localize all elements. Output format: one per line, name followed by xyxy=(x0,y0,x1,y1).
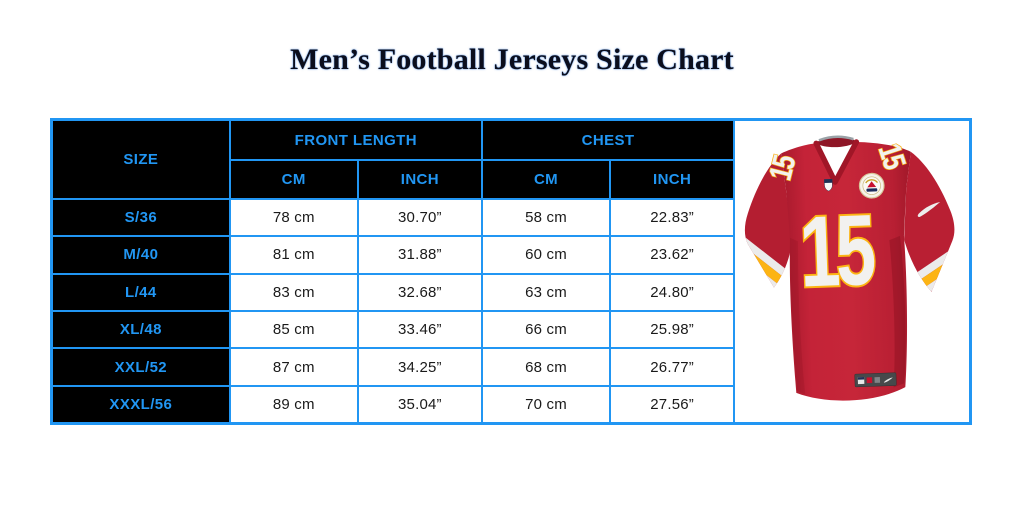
svg-text:15: 15 xyxy=(798,193,877,308)
size-chart-table: SIZE FRONT LENGTH CHEST xyxy=(50,118,972,425)
size-cell: XXXL/56 xyxy=(50,384,231,425)
nike-swoosh-icon xyxy=(917,201,941,218)
size-cell: L/44 xyxy=(50,272,231,312)
chest-cm-cell: 70 cm xyxy=(480,384,612,425)
table-row: XXL/52 87 cm 34.25” 68 cm 26.77” xyxy=(50,347,971,387)
header-chest-inch: INCH xyxy=(609,159,736,200)
front-inch-cell: 32.68” xyxy=(356,272,483,312)
front-cm-cell: 87 cm xyxy=(228,347,359,387)
chest-inch-cell: 25.98” xyxy=(609,309,736,350)
front-cm-cell: 85 cm xyxy=(228,309,359,350)
team-patch-icon xyxy=(858,172,885,199)
front-inch-cell: 31.88” xyxy=(356,235,483,275)
table-row: XL/48 85 cm 33.46” 66 cm 25.98” xyxy=(50,309,971,350)
nfl-shield-icon xyxy=(824,178,833,192)
jersey-chest-number: 15 xyxy=(796,192,878,310)
size-cell: XL/48 xyxy=(50,309,231,350)
header-size: SIZE xyxy=(50,118,231,200)
chest-cm-cell: 63 cm xyxy=(480,272,612,312)
jersey-side-shading xyxy=(889,235,906,388)
table-row: M/40 81 cm 31.88” 60 cm 23.62” xyxy=(50,235,971,275)
header-chest-cm: CM xyxy=(480,159,612,200)
jersey-jock-tag xyxy=(854,372,897,388)
chest-inch-cell: 22.83” xyxy=(609,197,736,238)
size-cell: S/36 xyxy=(50,197,231,238)
table-header-row-units: CM INCH CM INCH xyxy=(52,159,971,200)
jersey-body xyxy=(781,141,911,401)
chest-cm-cell: 66 cm xyxy=(480,309,612,350)
table-row: XXXL/56 89 cm 35.04” 70 cm 27.56” xyxy=(50,384,971,425)
front-cm-cell: 81 cm xyxy=(228,235,359,275)
chest-cm-cell: 68 cm xyxy=(480,347,612,387)
page-title: Men’s Football Jerseys Size Chart xyxy=(290,43,734,76)
chest-cm-cell: 58 cm xyxy=(480,197,612,238)
jersey-image: 15 15 15 xyxy=(742,135,957,401)
jersey-collar xyxy=(813,135,860,185)
chest-cm-cell: 60 cm xyxy=(480,235,612,275)
front-inch-cell: 30.70” xyxy=(356,197,483,238)
jersey-photo-panel: 15 15 15 xyxy=(733,118,972,425)
chest-inch-cell: 27.56” xyxy=(609,384,736,425)
front-inch-cell: 34.25” xyxy=(356,347,483,387)
header-front-cm: CM xyxy=(228,159,359,200)
header-front-inch: INCH xyxy=(356,159,483,200)
jock-tag-swoosh-icon xyxy=(883,377,893,383)
front-inch-cell: 35.04” xyxy=(356,384,483,425)
chest-inch-cell: 23.62” xyxy=(609,235,736,275)
jersey-left-shading xyxy=(790,237,806,395)
front-inch-cell: 33.46” xyxy=(356,309,483,350)
front-cm-cell: 89 cm xyxy=(228,384,359,425)
size-cell: XXL/52 xyxy=(50,347,231,387)
chest-inch-cell: 26.77” xyxy=(609,347,736,387)
header-front-length: FRONT LENGTH xyxy=(228,118,483,162)
collar-tape xyxy=(818,135,854,142)
table-row: S/36 78 cm 30.70” 58 cm 22.83” xyxy=(50,197,971,238)
header-chest: CHEST xyxy=(480,118,736,162)
chest-inch-cell: 24.80” xyxy=(609,272,736,312)
front-cm-cell: 78 cm xyxy=(228,197,359,238)
table-header-row-groups: SIZE FRONT LENGTH CHEST xyxy=(50,118,972,425)
table-row: L/44 83 cm 32.68” 63 cm 24.80” xyxy=(50,272,971,312)
front-cm-cell: 83 cm xyxy=(228,272,359,312)
size-cell: M/40 xyxy=(50,235,231,275)
